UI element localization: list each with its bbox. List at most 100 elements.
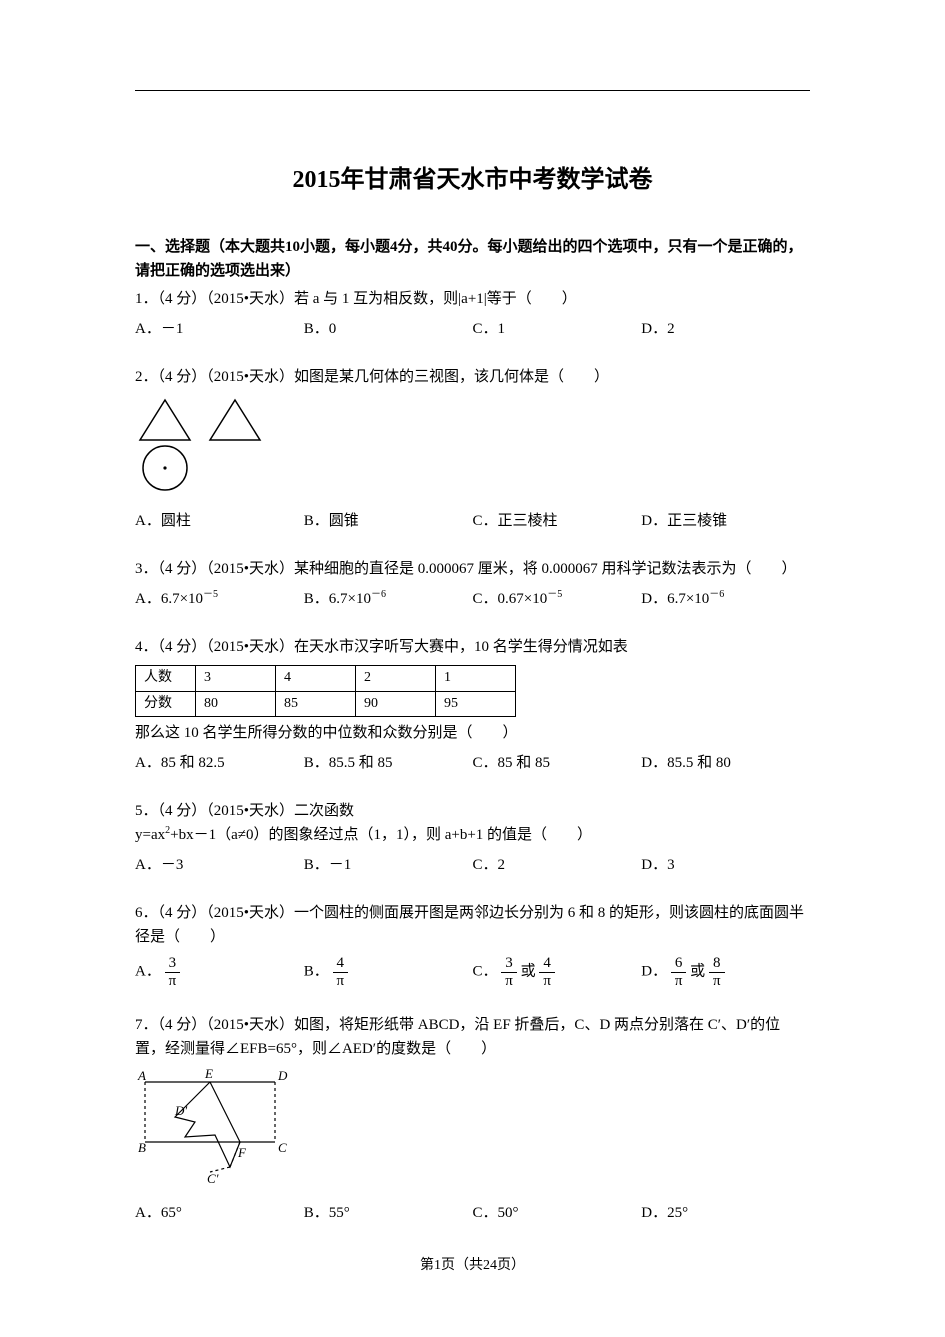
cell: 3 xyxy=(196,666,276,691)
fraction-icon: 4π xyxy=(333,955,349,989)
three-view-icon xyxy=(135,395,285,495)
q6d-or: 或 xyxy=(690,964,705,980)
doc-title: 2015年甘肃省天水市中考数学试卷 xyxy=(135,161,810,199)
q4-options: A．85 和 82.5 B．85.5 和 85 C．85 和 85 D．85.5… xyxy=(135,751,810,775)
q6a-label: A． xyxy=(135,964,161,980)
q4-table: 人数 3 4 2 1 分数 80 85 90 95 xyxy=(135,665,516,717)
q3c-sup: －5 xyxy=(547,589,562,600)
fraction-icon: 6π xyxy=(671,955,687,989)
den: π xyxy=(709,973,725,990)
num: 4 xyxy=(333,955,349,973)
q5-options: A．－3 B．－1 C．2 D．3 xyxy=(135,853,810,877)
q2-text: 2．（4 分）（2015•天水）如图是某几何体的三视图，该几何体是（ ） xyxy=(135,365,810,389)
cell: 80 xyxy=(196,691,276,716)
q1-opt-d: D．2 xyxy=(641,317,810,341)
question-5: 5．（4 分）（2015•天水）二次函数 y=ax2+bx－1（a≠0）的图象经… xyxy=(135,799,810,877)
q2-opt-c: C．正三棱柱 xyxy=(473,509,642,533)
q3c-pre: C．0.67×10 xyxy=(473,591,548,607)
num: 3 xyxy=(165,955,181,973)
q5-post: +bx－1（a≠0）的图象经过点（1，1），则 a+b+1 的值是（ ） xyxy=(170,827,592,843)
q6c-label: C． xyxy=(473,964,498,980)
q6d-label: D． xyxy=(641,964,667,980)
q7-opt-b: B．55° xyxy=(304,1201,473,1225)
cell: 90 xyxy=(356,691,436,716)
fold-diagram-icon: A B C D E F C′ D′ xyxy=(135,1067,295,1187)
page-footer: 第1页（共24页） xyxy=(135,1255,810,1277)
q6-opt-d: D． 6π 或 8π xyxy=(641,955,810,989)
den: π xyxy=(165,973,181,990)
q7-options: A．65° B．55° C．50° D．25° xyxy=(135,1201,810,1225)
num: 6 xyxy=(671,955,687,973)
label-B: B xyxy=(138,1140,146,1155)
q7-figure: A B C D E F C′ D′ xyxy=(135,1067,810,1195)
q3-opt-c: C．0.67×10－5 xyxy=(473,587,642,611)
question-4: 4．（4 分）（2015•天水）在天水市汉字听写大赛中，10 名学生得分情况如表… xyxy=(135,635,810,775)
q5-opt-d: D．3 xyxy=(641,853,810,877)
q3-opt-a: A．6.7×10－5 xyxy=(135,587,304,611)
cell: 95 xyxy=(436,691,516,716)
label-Cprime: C′ xyxy=(207,1171,219,1186)
q2-opt-d: D．正三棱锥 xyxy=(641,509,810,533)
fraction-icon: 3π xyxy=(165,955,181,989)
cell: 4 xyxy=(276,666,356,691)
q6-options: A． 3π B． 4π C． 3π 或 4π D． 6π 或 8π xyxy=(135,955,810,989)
top-rule xyxy=(135,90,810,91)
q6-opt-b: B． 4π xyxy=(304,955,473,989)
cell-row1-label: 人数 xyxy=(136,666,196,691)
q1-opt-b: B．0 xyxy=(304,317,473,341)
q1-text: 1．（4 分）（2015•天水）若 a 与 1 互为相反数，则|a+1|等于（ … xyxy=(135,287,810,311)
q6c-or: 或 xyxy=(521,964,536,980)
q5-opt-b: B．－1 xyxy=(304,853,473,877)
q5-opt-a: A．－3 xyxy=(135,853,304,877)
q6-opt-a: A． 3π xyxy=(135,955,304,989)
q4-subtext: 那么这 10 名学生所得分数的中位数和众数分别是（ ） xyxy=(135,721,810,745)
den: π xyxy=(671,973,687,990)
cell: 85 xyxy=(276,691,356,716)
question-1: 1．（4 分）（2015•天水）若 a 与 1 互为相反数，则|a+1|等于（ … xyxy=(135,287,810,341)
q6b-label: B． xyxy=(304,964,329,980)
q3d-sup: －6 xyxy=(709,589,724,600)
section-header: 一、选择题（本大题共10小题，每小题4分，共40分。每小题给出的四个选项中，只有… xyxy=(135,235,810,283)
q5-text: 5．（4 分）（2015•天水）二次函数 y=ax2+bx－1（a≠0）的图象经… xyxy=(135,799,810,847)
q7-text: 7．（4 分）（2015•天水）如图，将矩形纸带 ABCD，沿 EF 折叠后，C… xyxy=(135,1013,810,1061)
label-E: E xyxy=(204,1067,213,1081)
cell: 2 xyxy=(356,666,436,691)
q4-opt-d: D．85.5 和 80 xyxy=(641,751,810,775)
q5-opt-c: C．2 xyxy=(473,853,642,877)
den: π xyxy=(539,973,555,990)
fraction-icon: 4π xyxy=(539,955,555,989)
cell-row2-label: 分数 xyxy=(136,691,196,716)
q3-text: 3．（4 分）（2015•天水）某种细胞的直径是 0.000067 厘米，将 0… xyxy=(135,557,810,581)
table-row: 分数 80 85 90 95 xyxy=(136,691,516,716)
q3-opt-b: B．6.7×10－6 xyxy=(304,587,473,611)
label-D: D xyxy=(277,1068,288,1083)
fraction-icon: 3π xyxy=(501,955,517,989)
q2-figure xyxy=(135,395,810,503)
label-Dprime: D′ xyxy=(174,1103,187,1118)
q3a-sup: －5 xyxy=(203,589,218,600)
question-3: 3．（4 分）（2015•天水）某种细胞的直径是 0.000067 厘米，将 0… xyxy=(135,557,810,611)
den: π xyxy=(333,973,349,990)
table-row: 人数 3 4 2 1 xyxy=(136,666,516,691)
q7-opt-d: D．25° xyxy=(641,1201,810,1225)
q2-options: A．圆柱 B．圆锥 C．正三棱柱 D．正三棱锥 xyxy=(135,509,810,533)
question-7: 7．（4 分）（2015•天水）如图，将矩形纸带 ABCD，沿 EF 折叠后，C… xyxy=(135,1013,810,1225)
q7-opt-a: A．65° xyxy=(135,1201,304,1225)
q7-opt-c: C．50° xyxy=(473,1201,642,1225)
q2-opt-a: A．圆柱 xyxy=(135,509,304,533)
q3b-sup: －6 xyxy=(371,589,386,600)
num: 4 xyxy=(539,955,555,973)
q1-opt-a: A．－1 xyxy=(135,317,304,341)
q3-options: A．6.7×10－5 B．6.7×10－6 C．0.67×10－5 D．6.7×… xyxy=(135,587,810,611)
q3-opt-d: D．6.7×10－6 xyxy=(641,587,810,611)
label-A: A xyxy=(137,1068,146,1083)
question-2: 2．（4 分）（2015•天水）如图是某几何体的三视图，该几何体是（ ） A．圆… xyxy=(135,365,810,533)
q4-opt-c: C．85 和 85 xyxy=(473,751,642,775)
den: π xyxy=(501,973,517,990)
q4-opt-b: B．85.5 和 85 xyxy=(304,751,473,775)
q6-text: 6．（4 分）（2015•天水）一个圆柱的侧面展开图是两邻边长分别为 6 和 8… xyxy=(135,901,810,949)
question-6: 6．（4 分）（2015•天水）一个圆柱的侧面展开图是两邻边长分别为 6 和 8… xyxy=(135,901,810,989)
q3b-pre: B．6.7×10 xyxy=(304,591,371,607)
label-C: C xyxy=(278,1140,287,1155)
q4-text: 4．（4 分）（2015•天水）在天水市汉字听写大赛中，10 名学生得分情况如表 xyxy=(135,635,810,659)
